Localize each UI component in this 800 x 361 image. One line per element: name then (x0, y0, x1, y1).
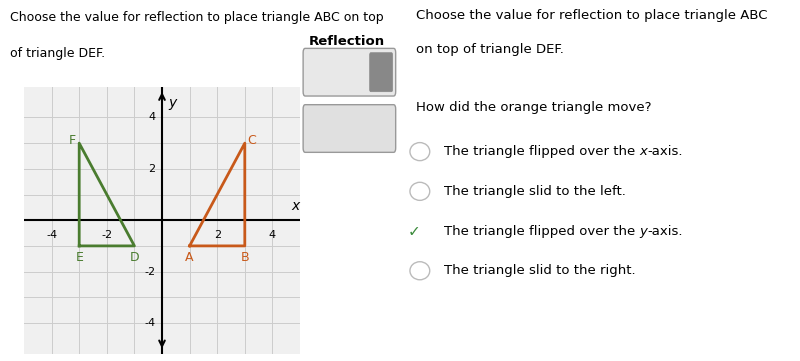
Circle shape (410, 182, 430, 200)
Text: The triangle slid to the left.: The triangle slid to the left. (443, 185, 626, 198)
FancyBboxPatch shape (303, 105, 396, 152)
Text: on top of triangle DEF.: on top of triangle DEF. (416, 43, 564, 56)
Text: -2: -2 (102, 230, 112, 240)
Text: Choose the value for reflection to place triangle ABC on top: Choose the value for reflection to place… (10, 11, 384, 24)
Text: 4: 4 (148, 113, 155, 122)
Text: Reset: Reset (332, 122, 367, 135)
Text: D: D (130, 251, 139, 264)
Text: -4: -4 (144, 318, 155, 328)
Text: F: F (69, 134, 76, 147)
Text: of triangle DEF.: of triangle DEF. (10, 47, 106, 60)
Text: Reflection: Reflection (308, 35, 385, 48)
Text: x: x (292, 199, 300, 213)
Text: B: B (241, 251, 249, 264)
Text: The triangle flipped over the: The triangle flipped over the (443, 225, 639, 238)
Circle shape (410, 143, 430, 161)
Text: E: E (75, 251, 83, 264)
Circle shape (410, 262, 430, 280)
Text: C: C (247, 134, 256, 147)
Text: 2: 2 (148, 164, 155, 174)
Text: How did the orange triangle move?: How did the orange triangle move? (416, 101, 651, 114)
Text: -2: -2 (144, 266, 155, 277)
Text: The triangle flipped over the: The triangle flipped over the (443, 145, 639, 158)
Text: A: A (186, 251, 194, 264)
Text: Choose the value for reflection to place triangle ABC: Choose the value for reflection to place… (416, 9, 767, 22)
Text: x: x (639, 145, 647, 158)
Text: y: y (168, 96, 176, 110)
FancyBboxPatch shape (370, 53, 393, 92)
Text: ...: ... (315, 67, 326, 77)
Text: -axis.: -axis. (647, 145, 682, 158)
FancyBboxPatch shape (303, 48, 396, 96)
Text: -axis.: -axis. (647, 225, 682, 238)
Text: 2: 2 (214, 230, 221, 240)
Text: ▼: ▼ (378, 67, 385, 77)
Text: ✓: ✓ (408, 223, 421, 239)
Text: y: y (639, 225, 647, 238)
Text: The triangle slid to the right.: The triangle slid to the right. (443, 264, 635, 277)
Text: -4: -4 (46, 230, 57, 240)
Text: 4: 4 (269, 230, 276, 240)
